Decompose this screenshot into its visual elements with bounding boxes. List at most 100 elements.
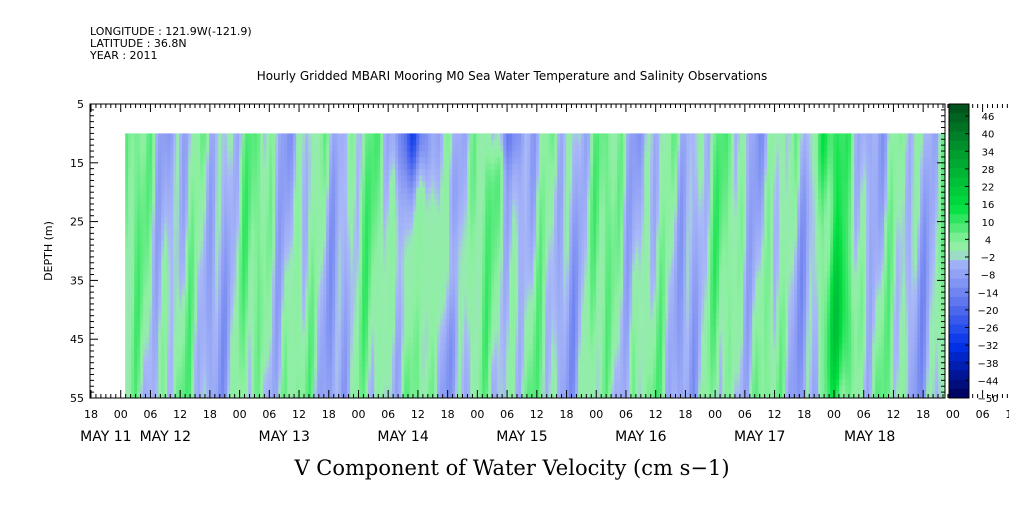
- heatmap-cell: [218, 361, 222, 368]
- heatmap-cell: [395, 217, 399, 224]
- heatmap-cell: [206, 235, 210, 242]
- heatmap-cell: [125, 241, 129, 248]
- heatmap-cell: [380, 307, 384, 314]
- heatmap-cell: [395, 175, 399, 182]
- heatmap-cell: [245, 367, 249, 374]
- heatmap-cell: [293, 217, 297, 224]
- heatmap-cell: [272, 343, 276, 350]
- heatmap-cell: [227, 331, 231, 338]
- heatmap-cell: [377, 283, 381, 290]
- heatmap-cell: [206, 181, 210, 188]
- heatmap-cell: [308, 241, 312, 248]
- heatmap-cell: [197, 361, 201, 368]
- heatmap-cell: [221, 235, 225, 242]
- heatmap-cell: [185, 133, 189, 140]
- heatmap-cell: [188, 145, 192, 152]
- heatmap-cell: [338, 343, 342, 350]
- heatmap-cell: [296, 133, 300, 140]
- heatmap-cell: [392, 295, 396, 302]
- heatmap-cell: [365, 265, 369, 272]
- heatmap-cell: [302, 139, 306, 146]
- heatmap-cell: [236, 223, 240, 230]
- heatmap-cell: [401, 205, 405, 212]
- heatmap-cell: [197, 151, 201, 158]
- heatmap-cell: [251, 211, 255, 218]
- heatmap-cell: [167, 223, 171, 230]
- heatmap-cell: [359, 163, 363, 170]
- heatmap-cell: [341, 163, 345, 170]
- heatmap-cell: [209, 259, 213, 266]
- heatmap-cell: [401, 175, 405, 182]
- heatmap-cell: [353, 199, 357, 206]
- heatmap-cell: [374, 313, 378, 320]
- heatmap-cell: [155, 295, 159, 302]
- heatmap-cell: [284, 175, 288, 182]
- heatmap-cell: [266, 301, 270, 308]
- heatmap-cell: [284, 187, 288, 194]
- heatmap-cell: [134, 157, 138, 164]
- heatmap-cell: [314, 373, 318, 380]
- heatmap-cell: [176, 205, 180, 212]
- heatmap-cell: [236, 175, 240, 182]
- heatmap-cell: [305, 265, 309, 272]
- heatmap-cell: [134, 133, 138, 140]
- heatmap-cell: [131, 247, 135, 254]
- heatmap-cell: [275, 361, 279, 368]
- heatmap-cell: [302, 295, 306, 302]
- heatmap-cell: [305, 349, 309, 356]
- heatmap-cell: [323, 373, 327, 380]
- heatmap-cell: [254, 265, 258, 272]
- heatmap-cell: [221, 229, 225, 236]
- heatmap-cell: [158, 193, 162, 200]
- heatmap-cell: [398, 337, 402, 344]
- heatmap-cell: [158, 247, 162, 254]
- heatmap-cell: [239, 241, 243, 248]
- heatmap-cell: [398, 187, 402, 194]
- heatmap-cell: [185, 151, 189, 158]
- heatmap-cell: [152, 343, 156, 350]
- heatmap-cell: [353, 163, 357, 170]
- heatmap-cell: [296, 187, 300, 194]
- heatmap-cell: [335, 277, 339, 284]
- heatmap-cell: [173, 385, 177, 392]
- heatmap-cell: [374, 163, 378, 170]
- heatmap-cell: [377, 157, 381, 164]
- heatmap-cell: [227, 193, 231, 200]
- heatmap-cell: [341, 355, 345, 362]
- heatmap-cell: [149, 205, 153, 212]
- heatmap-cell: [287, 367, 291, 374]
- heatmap-cell: [347, 163, 351, 170]
- heatmap-cell: [284, 355, 288, 362]
- heatmap-cell: [143, 355, 147, 362]
- heatmap-cell: [329, 259, 333, 266]
- heatmap-cell: [188, 199, 192, 206]
- heatmap-cell: [305, 301, 309, 308]
- heatmap-cell: [347, 373, 351, 380]
- heatmap-cell: [233, 211, 237, 218]
- heatmap-cell: [224, 163, 228, 170]
- heatmap-cell: [176, 259, 180, 266]
- heatmap-cell: [290, 163, 294, 170]
- heatmap-cell: [230, 235, 234, 242]
- heatmap-cell: [314, 331, 318, 338]
- heatmap-cell: [176, 337, 180, 344]
- heatmap-cell: [203, 367, 207, 374]
- heatmap-cell: [146, 217, 150, 224]
- heatmap-cell: [287, 385, 291, 392]
- heatmap-cell: [218, 247, 222, 254]
- heatmap-cell: [254, 391, 258, 398]
- heatmap-cell: [140, 193, 144, 200]
- heatmap-cell: [125, 283, 129, 290]
- heatmap-cell: [239, 163, 243, 170]
- heatmap-cell: [287, 181, 291, 188]
- heatmap-cell: [287, 211, 291, 218]
- heatmap-cell: [311, 181, 315, 188]
- heatmap-cell: [161, 175, 165, 182]
- heatmap-cell: [317, 289, 321, 296]
- heatmap-cell: [200, 319, 204, 326]
- heatmap-cell: [137, 301, 141, 308]
- heatmap-cell: [284, 229, 288, 236]
- heatmap-cell: [296, 199, 300, 206]
- heatmap-cell: [206, 139, 210, 146]
